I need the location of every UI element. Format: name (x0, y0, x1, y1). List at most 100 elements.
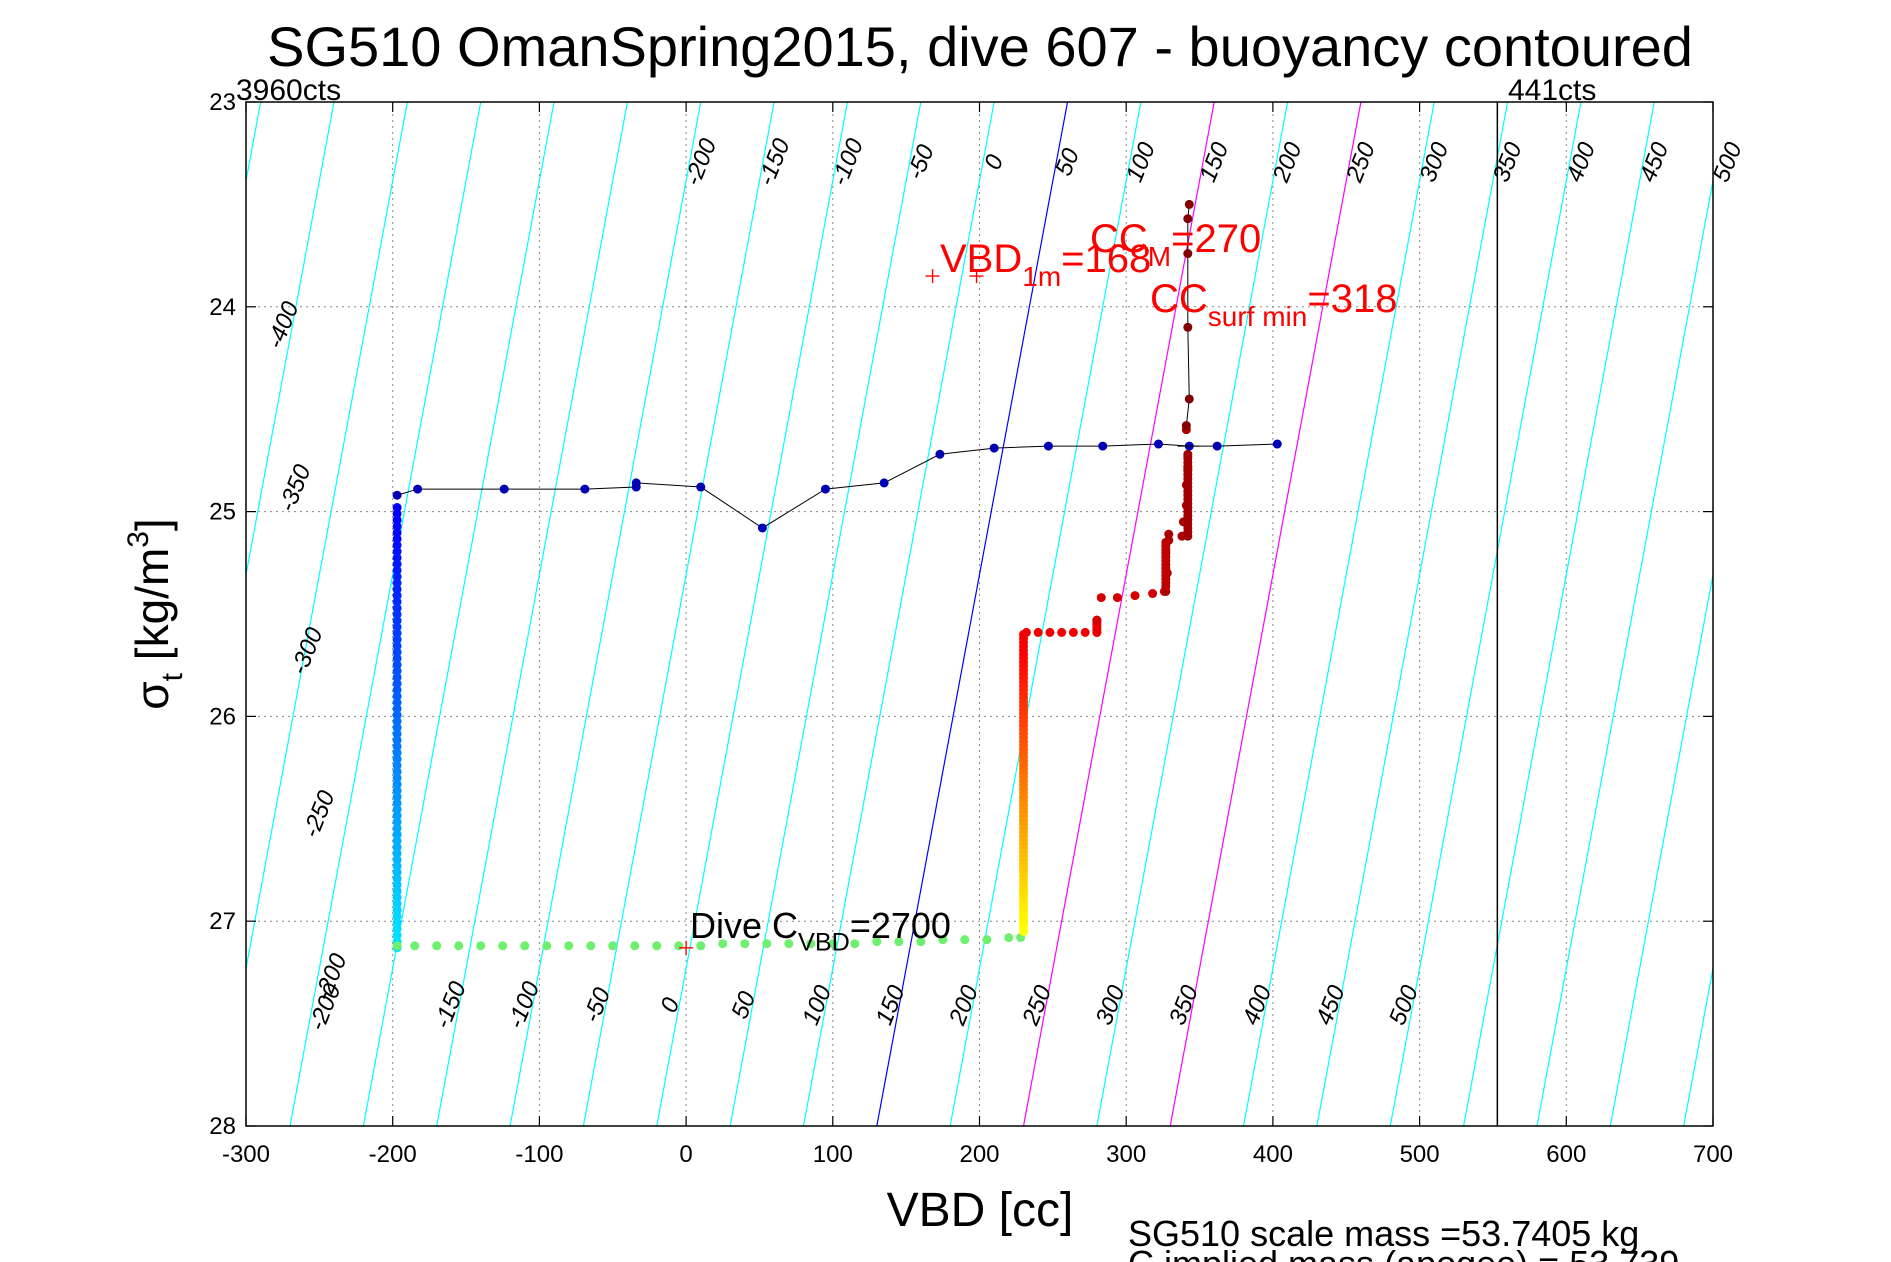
annotation-vbd_1m: VBD1m=168 (940, 237, 1151, 292)
apogee-point (392, 622, 402, 632)
apogee-point (392, 867, 402, 877)
bottom-point (498, 941, 508, 951)
descent-point (757, 523, 767, 533)
apogee-point (392, 716, 402, 726)
bottom-point (916, 937, 926, 947)
bottom-point (392, 941, 402, 951)
bottom-point (740, 939, 750, 949)
bottom-point (608, 941, 618, 951)
apogee-point (392, 811, 402, 821)
climb-point (1183, 322, 1193, 332)
annotation-sub: surf min (1208, 301, 1308, 332)
y-tick-label: 26 (209, 703, 236, 730)
climb-point (1183, 214, 1193, 224)
annotation-sub: M (1148, 241, 1171, 272)
contour-line (1389, 102, 1582, 1126)
apogee-point (392, 792, 402, 802)
annotation-main: Dive C (690, 905, 798, 946)
x-tick-label: 0 (679, 1141, 692, 1168)
apogee-point (392, 635, 402, 645)
apogee-point (392, 924, 402, 934)
apogee-point (392, 760, 402, 770)
apogee-point (392, 553, 402, 563)
step-point (1080, 627, 1090, 637)
apogee-point (392, 880, 402, 890)
climb-point (1184, 199, 1194, 209)
y-label-end: ] (126, 518, 178, 531)
apogee-point (392, 855, 402, 865)
step-point (1092, 615, 1102, 625)
bottom-point (410, 941, 420, 951)
descent-line (396, 443, 1278, 529)
axis-ticks: -300 -200 -100 0 100 200 300 400 500 600 700 23 24 25… (209, 89, 1733, 1168)
bottom-point (960, 935, 970, 945)
bottom-point (872, 937, 882, 947)
annotation-sub: VBD (798, 929, 850, 957)
bottom-point (454, 941, 464, 951)
apogee-point (392, 723, 402, 733)
apogee-point (392, 786, 402, 796)
apogee-point (392, 660, 402, 670)
apogee-point (392, 528, 402, 538)
descent-point (631, 482, 641, 492)
marker-cross (925, 269, 940, 284)
contour-line (246, 102, 335, 578)
apogee-point (392, 830, 402, 840)
descent-point (1272, 439, 1282, 449)
x-tick-label: 100 (813, 1141, 853, 1168)
descent-point (820, 484, 830, 494)
bottom-point (652, 941, 662, 951)
upper-point (1164, 529, 1174, 539)
contour-line (246, 102, 408, 972)
data-layer (392, 199, 1282, 953)
apogee-point (392, 754, 402, 764)
apogee-point (392, 918, 402, 928)
apogee-point (392, 679, 402, 689)
annotation-value: =168 (1061, 237, 1151, 281)
annotation-cc_surf: CCsurf min=318 (1150, 277, 1397, 332)
apogee-point (392, 930, 402, 940)
apogee-point (392, 540, 402, 550)
y-label-rest: [kg/m (126, 548, 178, 673)
annotation-main: CC (1150, 277, 1208, 321)
y-label-main: σ (126, 681, 178, 709)
bottom-point (696, 941, 706, 951)
upper-point (1161, 582, 1171, 592)
apogee-point (392, 609, 402, 619)
bottom-point (520, 941, 530, 951)
apogee-point (392, 911, 402, 921)
climb-point (1184, 394, 1194, 404)
annotation-value: =318 (1307, 277, 1397, 321)
apogee-point (392, 616, 402, 626)
footer-implied-mass: C implied mass (apogee) = 53.739 (1128, 1243, 1679, 1262)
annotation-dive_c: Dive CVBD=2700 (690, 905, 951, 957)
apogee-point (392, 861, 402, 871)
footer-implied-rest: implied mass (apogee) = 53.739 (1154, 1243, 1679, 1262)
contour-line (949, 102, 1142, 1126)
apogee-point (392, 591, 402, 601)
bottom-point (828, 939, 838, 949)
apogee-point (392, 836, 402, 846)
climb-point (1181, 421, 1191, 431)
annotation-sub: 1m (1022, 261, 1061, 292)
x-tick-label: 400 (1253, 1141, 1293, 1168)
apogee-point (392, 742, 402, 752)
apogee-point (392, 729, 402, 739)
bottom-point (542, 941, 552, 951)
contour-line (1169, 102, 1362, 1126)
apogee-point (392, 823, 402, 833)
climb-point (1183, 249, 1193, 259)
apogee-point (392, 647, 402, 657)
apogee-point (392, 559, 402, 569)
apogee-point (392, 848, 402, 858)
descent-point (413, 484, 423, 494)
contour-line (876, 102, 1069, 1126)
y-tick-label: 28 (209, 1113, 236, 1140)
step-point (1033, 627, 1043, 637)
apogee-point (392, 666, 402, 676)
y-tick-label: 23 (209, 89, 236, 116)
apogee-point (392, 798, 402, 808)
apogee-point (392, 899, 402, 909)
upper-point (1183, 449, 1193, 459)
bottom-point (674, 941, 684, 951)
